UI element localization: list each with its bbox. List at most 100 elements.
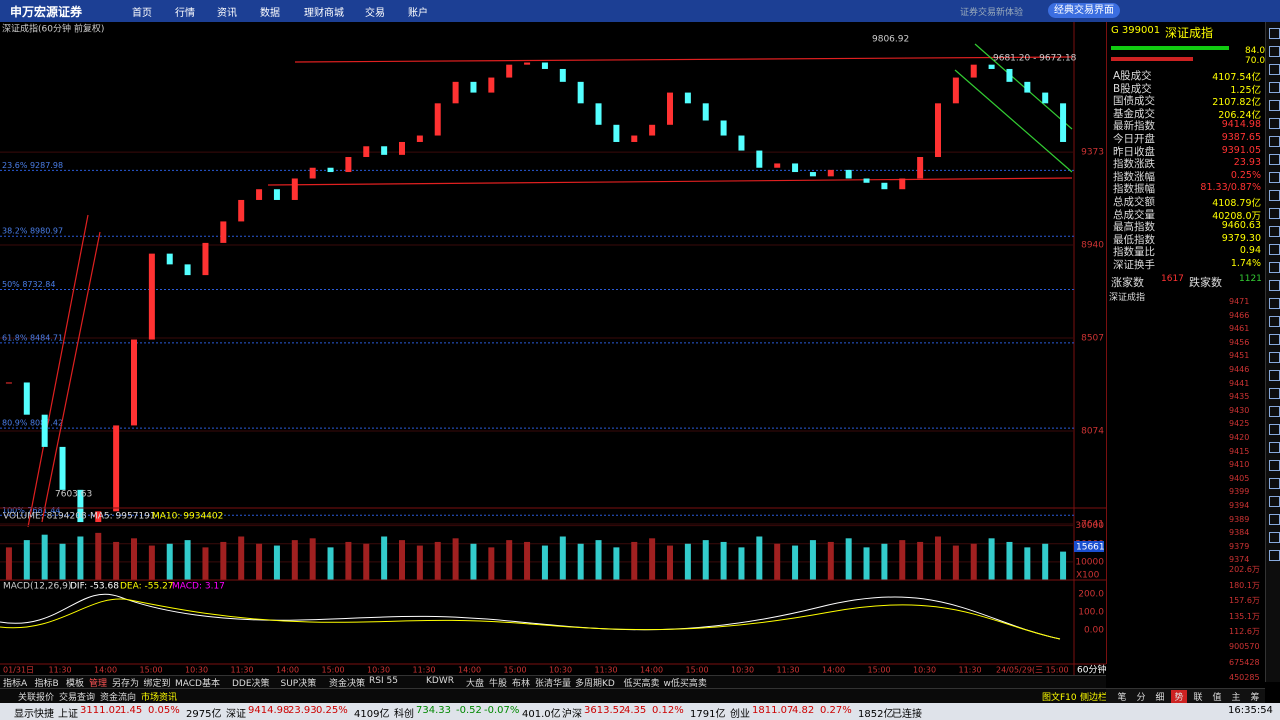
nav-item[interactable]: 理财商城 — [304, 8, 344, 19]
bottom-tab[interactable]: 资金流向 — [100, 693, 137, 703]
tool-icon[interactable] — [1269, 82, 1280, 93]
index-field: 深证 — [226, 709, 246, 720]
row-value: 0.25% — [1230, 169, 1261, 181]
bottom-tab-right[interactable]: 图文F10 — [1042, 693, 1077, 703]
indicator-tab[interactable]: MACD基本 — [175, 679, 220, 689]
candle — [1060, 103, 1067, 142]
side-tab[interactable]: 值 — [1212, 693, 1222, 703]
tool-icon[interactable] — [1269, 388, 1280, 399]
candle — [77, 489, 84, 523]
volume-bar — [631, 541, 638, 580]
indicator-tab[interactable]: 多周期KD — [575, 679, 615, 689]
nav-item[interactable]: 账户 — [408, 8, 428, 19]
side-tab[interactable]: 联 — [1193, 693, 1203, 703]
bottom-tab-right[interactable]: 侧边栏 — [1080, 693, 1108, 703]
side-tab[interactable]: 笔 — [1117, 693, 1127, 703]
tool-icon[interactable] — [1269, 262, 1280, 273]
side-tab[interactable]: 势 — [1171, 690, 1187, 703]
volume-bar — [23, 540, 30, 580]
nav-item[interactable]: 交易 — [365, 8, 385, 19]
tool-icon[interactable] — [1269, 298, 1280, 309]
tool-icon[interactable] — [1269, 28, 1280, 39]
tool-icon[interactable] — [1269, 154, 1280, 165]
index-field: 401.0亿 — [522, 709, 561, 720]
tool-icon[interactable] — [1269, 244, 1280, 255]
candle — [470, 81, 477, 93]
indicator-tab[interactable]: 另存为 — [112, 679, 140, 689]
indicator-tab[interactable]: w低买高卖 — [663, 679, 707, 689]
indicator-tab[interactable]: DDE决策 — [232, 679, 270, 689]
indicator-tab[interactable]: 管理 — [89, 679, 108, 689]
indicator-tab[interactable]: 绑定到 — [143, 679, 171, 689]
volume-bar — [595, 540, 602, 580]
side-tab[interactable]: 主 — [1231, 693, 1241, 703]
tool-icon[interactable] — [1269, 460, 1280, 471]
tool-icon[interactable] — [1269, 208, 1280, 219]
candle — [935, 103, 941, 158]
nav-item[interactable]: 资讯 — [217, 8, 237, 19]
tool-icon[interactable] — [1269, 172, 1280, 183]
mini-tick: 9420 — [1229, 433, 1250, 442]
macd-legend: MACD: 3.17 — [172, 582, 225, 592]
tool-icon[interactable] — [1269, 100, 1280, 111]
tool-icon[interactable] — [1269, 532, 1280, 543]
volume-bar — [256, 543, 263, 580]
indicator-tab[interactable]: 低买高卖 — [623, 679, 660, 689]
indicator-tab[interactable]: 布林 — [512, 679, 531, 689]
tool-icon[interactable] — [1269, 352, 1280, 363]
side-tab[interactable]: 细 — [1155, 693, 1165, 703]
shortcut[interactable]: 显示快捷 — [14, 709, 54, 720]
nav-item[interactable]: 行情 — [175, 8, 195, 19]
row-value: 9379.30 — [1221, 232, 1261, 244]
tool-icon[interactable] — [1269, 514, 1280, 525]
tool-icon[interactable] — [1269, 316, 1280, 327]
tool-icon[interactable] — [1269, 406, 1280, 417]
tool-icon[interactable] — [1269, 226, 1280, 237]
bottom-tab[interactable]: 交易查询 — [59, 693, 96, 703]
x-tick-label: 15:00 — [322, 666, 345, 675]
tool-icon[interactable] — [1269, 46, 1280, 57]
indicator-tab[interactable]: KDWR — [426, 676, 454, 686]
indicator-tab[interactable]: RSI 55 — [369, 676, 398, 686]
volume-bar — [1006, 541, 1013, 580]
indicator-tab[interactable]: 资金决策 — [329, 679, 366, 689]
indicator-tab[interactable]: SUP决策 — [280, 679, 317, 689]
nav-item[interactable]: 数据 — [260, 8, 280, 19]
candle — [613, 124, 620, 142]
indicator-tab[interactable]: 张清华量 — [535, 679, 572, 689]
indicator-tab[interactable]: 模板 — [66, 679, 85, 689]
bottom-tab[interactable]: 关联报价 — [18, 693, 55, 703]
mini-tick: 9471 — [1229, 297, 1250, 306]
bottom-tab[interactable]: 市场资讯 — [141, 693, 178, 703]
candle — [220, 221, 227, 243]
volume-bar — [95, 532, 102, 580]
side-tab[interactable]: 筹 — [1250, 693, 1260, 703]
candle — [23, 382, 30, 415]
tool-icon[interactable] — [1269, 478, 1280, 489]
tool-icon[interactable] — [1269, 64, 1280, 75]
indicator-tab[interactable]: 大盘 — [466, 679, 485, 689]
indicator-tab[interactable]: 牛股 — [489, 679, 508, 689]
candle — [113, 425, 120, 512]
volume-bar — [649, 538, 656, 580]
side-tab[interactable]: 分 — [1136, 693, 1146, 703]
tool-icon[interactable] — [1269, 280, 1280, 291]
tool-icon[interactable] — [1269, 136, 1280, 147]
tool-icon[interactable] — [1269, 190, 1280, 201]
indicator-tab[interactable]: 指标B — [34, 679, 59, 689]
tool-icon[interactable] — [1269, 424, 1280, 435]
volume-bar — [238, 536, 245, 580]
candle — [649, 124, 656, 136]
classic-button[interactable]: 经典交易界面 — [1048, 3, 1120, 18]
volume-bar — [774, 543, 781, 580]
x-tick-label: 15:00 — [686, 666, 709, 675]
tool-icon[interactable] — [1269, 496, 1280, 507]
indicator-tab[interactable]: 指标A — [3, 679, 28, 689]
tool-icon[interactable] — [1269, 550, 1280, 561]
x-tick-label: 14:00 — [640, 666, 663, 675]
tool-icon[interactable] — [1269, 370, 1280, 381]
tool-icon[interactable] — [1269, 334, 1280, 345]
tool-icon[interactable] — [1269, 118, 1280, 129]
tool-icon[interactable] — [1269, 442, 1280, 453]
nav-item[interactable]: 首页 — [132, 8, 152, 19]
